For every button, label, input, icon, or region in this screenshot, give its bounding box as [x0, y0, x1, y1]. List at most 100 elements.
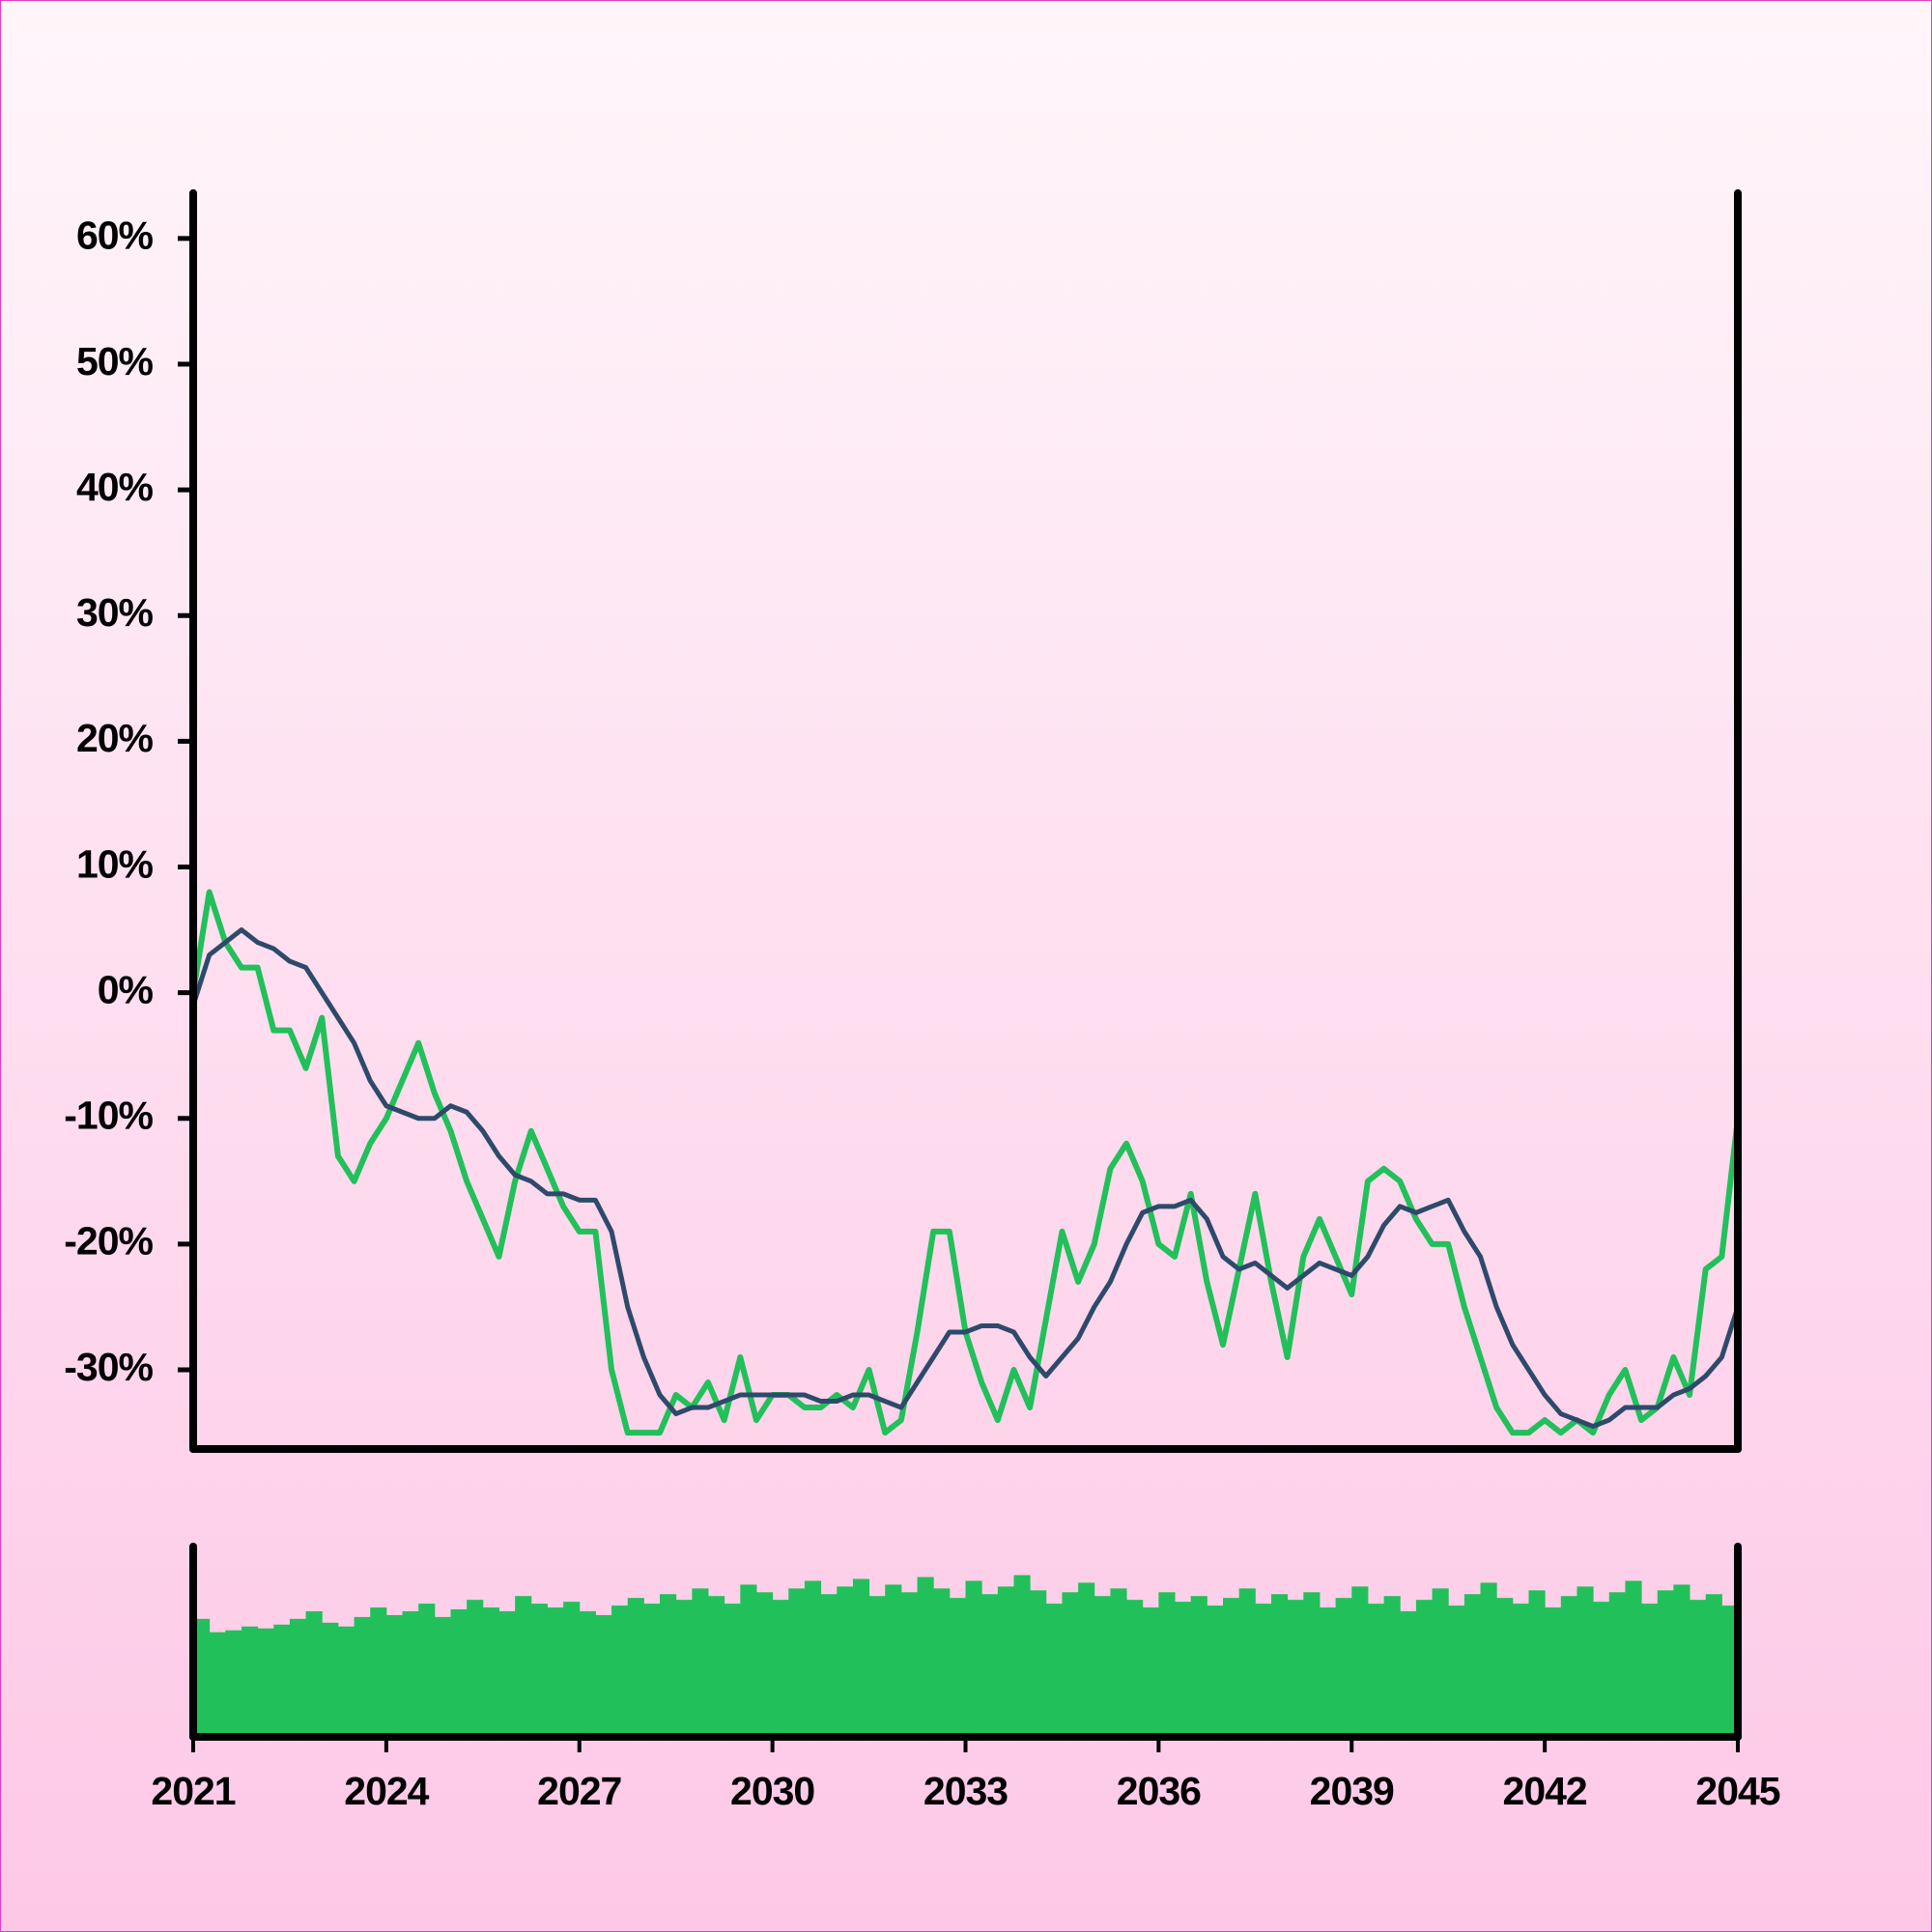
volume-bar	[402, 1610, 419, 1737]
volume-bar	[1545, 1607, 1562, 1737]
y-tick-label: 30%	[76, 590, 154, 635]
volume-bar	[1577, 1586, 1594, 1737]
axes: -30% -20% -10% 0% 10% 20% 30% 40% 50% 60% 2021 2024…	[64, 189, 1781, 1813]
volume-bar	[1319, 1607, 1337, 1737]
volume-bar	[660, 1594, 677, 1737]
volume-bar	[852, 1578, 870, 1737]
volume-bar	[1013, 1575, 1031, 1737]
volume-bar	[370, 1607, 387, 1737]
volume-bar	[611, 1605, 629, 1737]
volume-bar	[820, 1594, 838, 1737]
volume-bar	[193, 1618, 211, 1737]
x-tick-label: 2033	[923, 1769, 1008, 1813]
x-tick-label: 2021	[151, 1769, 235, 1813]
volume-bar	[1673, 1584, 1690, 1737]
volume-bar	[1303, 1592, 1321, 1737]
volume-bar	[643, 1604, 661, 1737]
volume-bar	[1367, 1604, 1385, 1737]
x-tick-label: 2042	[1503, 1769, 1587, 1813]
volume-bar	[434, 1616, 451, 1737]
x-tick-label: 2027	[537, 1769, 621, 1813]
volume-bar	[1400, 1610, 1417, 1737]
volume-bar	[1641, 1604, 1659, 1737]
volume-bar	[498, 1610, 516, 1737]
volume-bar	[257, 1628, 274, 1737]
volume-bar	[917, 1577, 934, 1737]
x-tick-label: 2030	[730, 1769, 814, 1813]
volume-bar	[949, 1598, 966, 1737]
volume-bar	[241, 1626, 259, 1737]
volume-bar	[1030, 1590, 1047, 1737]
volume-bar	[1270, 1594, 1289, 1737]
volume-bar	[1351, 1586, 1369, 1737]
volume-bar	[1593, 1602, 1610, 1737]
volume-bar	[467, 1600, 484, 1737]
x-tick-label: 2039	[1310, 1769, 1394, 1813]
volume-bar	[804, 1580, 822, 1737]
volume-bar	[1721, 1605, 1738, 1737]
volume-bar	[1383, 1596, 1401, 1737]
y-tick-label: 50%	[76, 339, 154, 384]
volume-bar	[772, 1600, 789, 1737]
volume-bar	[1078, 1582, 1095, 1737]
y-tick-label: -20%	[64, 1219, 153, 1264]
volume-bar	[354, 1616, 371, 1737]
volume-bar	[385, 1614, 404, 1737]
volume-bar	[1335, 1598, 1352, 1737]
volume-bar	[1690, 1600, 1707, 1737]
volume-bar	[273, 1624, 291, 1737]
volume-bar	[837, 1586, 854, 1737]
volume-bar	[981, 1594, 999, 1737]
volume-bar	[1657, 1590, 1674, 1737]
series-line	[193, 927, 1738, 1430]
x-tick-label: 2024	[344, 1769, 429, 1813]
volume-bar	[965, 1580, 982, 1737]
volume-bar	[1238, 1588, 1256, 1737]
volume-bar	[708, 1596, 725, 1737]
volume-bar	[1512, 1604, 1529, 1737]
volume-plot	[193, 1575, 1738, 1737]
volume-bar	[209, 1632, 226, 1737]
volume-bar	[692, 1588, 709, 1737]
volume-bar	[563, 1602, 581, 1737]
volume-bar	[1190, 1596, 1208, 1737]
volume-bar	[724, 1604, 741, 1737]
volume-bar	[547, 1607, 564, 1737]
volume-bar	[1175, 1602, 1192, 1737]
volume-bar	[627, 1598, 644, 1737]
volume-bar	[933, 1588, 951, 1737]
y-tick-label: 0%	[98, 967, 154, 1011]
volume-bar	[885, 1584, 902, 1737]
volume-bar	[1094, 1596, 1111, 1737]
volume-bar	[900, 1592, 919, 1737]
volume-bar	[740, 1584, 757, 1737]
volume-bar	[1110, 1588, 1127, 1737]
volume-bar	[322, 1622, 339, 1737]
x-tick-label: 2045	[1695, 1769, 1779, 1813]
volume-bar	[305, 1610, 323, 1737]
y-tick-label: -10%	[64, 1094, 153, 1138]
volume-bar	[1625, 1580, 1642, 1737]
volume-bar	[515, 1596, 532, 1737]
volume-bar	[1560, 1596, 1577, 1737]
volume-bar	[1432, 1588, 1449, 1737]
volume-bar	[1223, 1598, 1240, 1737]
volume-bar	[482, 1607, 499, 1737]
y-tick-label: -30%	[64, 1345, 153, 1389]
volume-bar	[1142, 1607, 1159, 1737]
volume-bar	[595, 1614, 612, 1737]
y-tick-label: 60%	[76, 213, 154, 258]
volume-bar	[1158, 1592, 1176, 1737]
volume-bar	[1062, 1592, 1079, 1737]
volume-bar	[225, 1630, 242, 1737]
volume-bar	[1126, 1600, 1144, 1737]
volume-bar	[868, 1596, 886, 1737]
volume-bar	[1705, 1594, 1722, 1737]
volume-bar	[579, 1610, 596, 1737]
volume-bar	[530, 1604, 548, 1737]
volume-bar	[337, 1626, 355, 1737]
volume-bar	[1448, 1605, 1465, 1737]
price-plot	[193, 889, 1738, 1436]
volume-bar	[450, 1609, 468, 1737]
